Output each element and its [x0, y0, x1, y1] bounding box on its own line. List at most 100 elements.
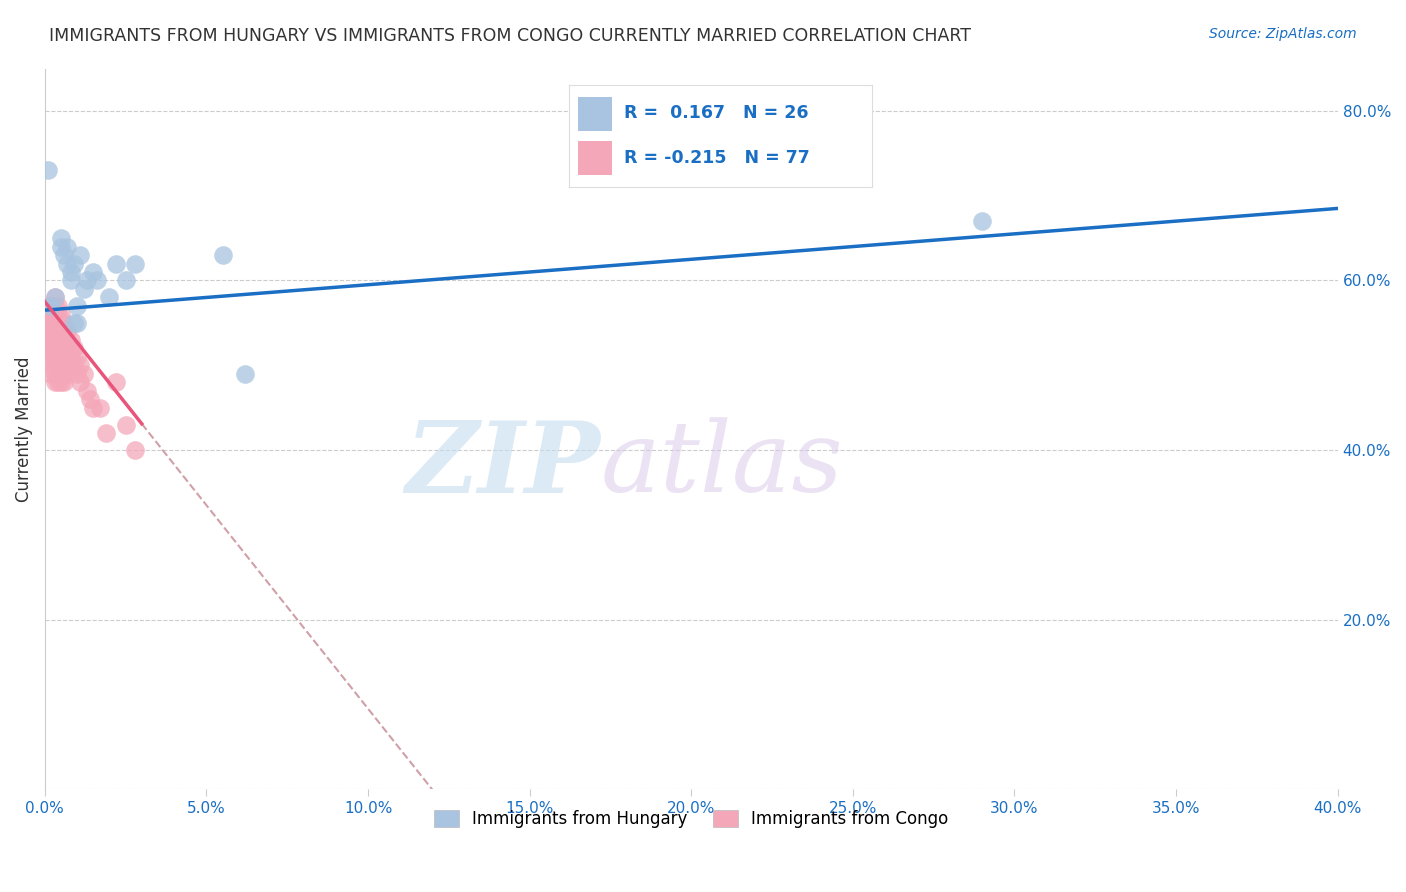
Point: [49, 350, 72, 364]
Point: [39, 307, 62, 321]
Bar: [578, 97, 612, 131]
Point: [44, 359, 66, 373]
Point: [59, 265, 82, 279]
Point: [49, 231, 72, 245]
Point: [104, 256, 127, 270]
Point: [49, 307, 72, 321]
Point: [66, 367, 89, 381]
Point: [89, 401, 111, 415]
Point: [37, 316, 59, 330]
Point: [76, 384, 98, 398]
Point: [46, 316, 69, 330]
Point: [44, 299, 66, 313]
Point: [44, 341, 66, 355]
Point: [59, 341, 82, 355]
Point: [96, 426, 118, 441]
Point: [124, 256, 146, 270]
Point: [53, 341, 76, 355]
Point: [44, 290, 66, 304]
Point: [63, 341, 86, 355]
Point: [49, 239, 72, 253]
Point: [46, 350, 69, 364]
Point: [63, 316, 86, 330]
Point: [98, 290, 121, 304]
Point: [46, 324, 69, 338]
Point: [46, 359, 69, 373]
Point: [53, 324, 76, 338]
Point: [44, 376, 66, 390]
Point: [66, 299, 89, 313]
Point: [56, 256, 79, 270]
Point: [69, 248, 91, 262]
Point: [79, 392, 101, 407]
Point: [49, 333, 72, 347]
Point: [46, 307, 69, 321]
Point: [37, 163, 59, 178]
Point: [114, 417, 136, 432]
Point: [69, 376, 91, 390]
Point: [82, 401, 104, 415]
Point: [63, 256, 86, 270]
Point: [69, 359, 91, 373]
Point: [44, 324, 66, 338]
Point: [49, 316, 72, 330]
Point: [46, 341, 69, 355]
Point: [44, 367, 66, 381]
Bar: [578, 141, 612, 175]
Point: [37, 341, 59, 355]
Point: [46, 367, 69, 381]
Point: [49, 341, 72, 355]
Point: [82, 265, 104, 279]
Point: [56, 350, 79, 364]
Point: [53, 350, 76, 364]
Point: [56, 359, 79, 373]
Point: [46, 333, 69, 347]
Point: [53, 376, 76, 390]
Text: atlas: atlas: [600, 417, 844, 513]
Point: [39, 367, 62, 381]
Point: [44, 333, 66, 347]
Point: [53, 248, 76, 262]
Point: [972, 214, 994, 228]
Point: [56, 324, 79, 338]
Point: [86, 273, 108, 287]
Text: Source: ZipAtlas.com: Source: ZipAtlas.com: [1209, 27, 1357, 41]
Point: [66, 350, 89, 364]
Point: [53, 359, 76, 373]
Point: [44, 290, 66, 304]
Text: ZIP: ZIP: [406, 417, 600, 513]
Point: [233, 367, 256, 381]
Point: [39, 299, 62, 313]
Point: [53, 333, 76, 347]
Point: [49, 367, 72, 381]
Point: [37, 307, 59, 321]
Point: [46, 376, 69, 390]
Point: [46, 299, 69, 313]
Point: [63, 359, 86, 373]
Point: [49, 359, 72, 373]
Point: [72, 367, 94, 381]
Point: [39, 324, 62, 338]
Point: [104, 376, 127, 390]
Point: [124, 443, 146, 458]
Point: [37, 299, 59, 313]
Point: [37, 333, 59, 347]
Point: [53, 316, 76, 330]
Point: [53, 367, 76, 381]
Point: [39, 359, 62, 373]
Point: [49, 376, 72, 390]
Point: [76, 273, 98, 287]
Y-axis label: Currently Married: Currently Married: [15, 356, 32, 501]
Point: [37, 324, 59, 338]
Point: [44, 350, 66, 364]
Point: [66, 316, 89, 330]
Point: [56, 341, 79, 355]
Text: IMMIGRANTS FROM HUNGARY VS IMMIGRANTS FROM CONGO CURRENTLY MARRIED CORRELATION C: IMMIGRANTS FROM HUNGARY VS IMMIGRANTS FR…: [49, 27, 972, 45]
Point: [56, 333, 79, 347]
Point: [44, 316, 66, 330]
Point: [39, 333, 62, 347]
Text: R = -0.215   N = 77: R = -0.215 N = 77: [624, 149, 810, 167]
Point: [59, 273, 82, 287]
Point: [59, 350, 82, 364]
Text: R =  0.167   N = 26: R = 0.167 N = 26: [624, 104, 808, 122]
